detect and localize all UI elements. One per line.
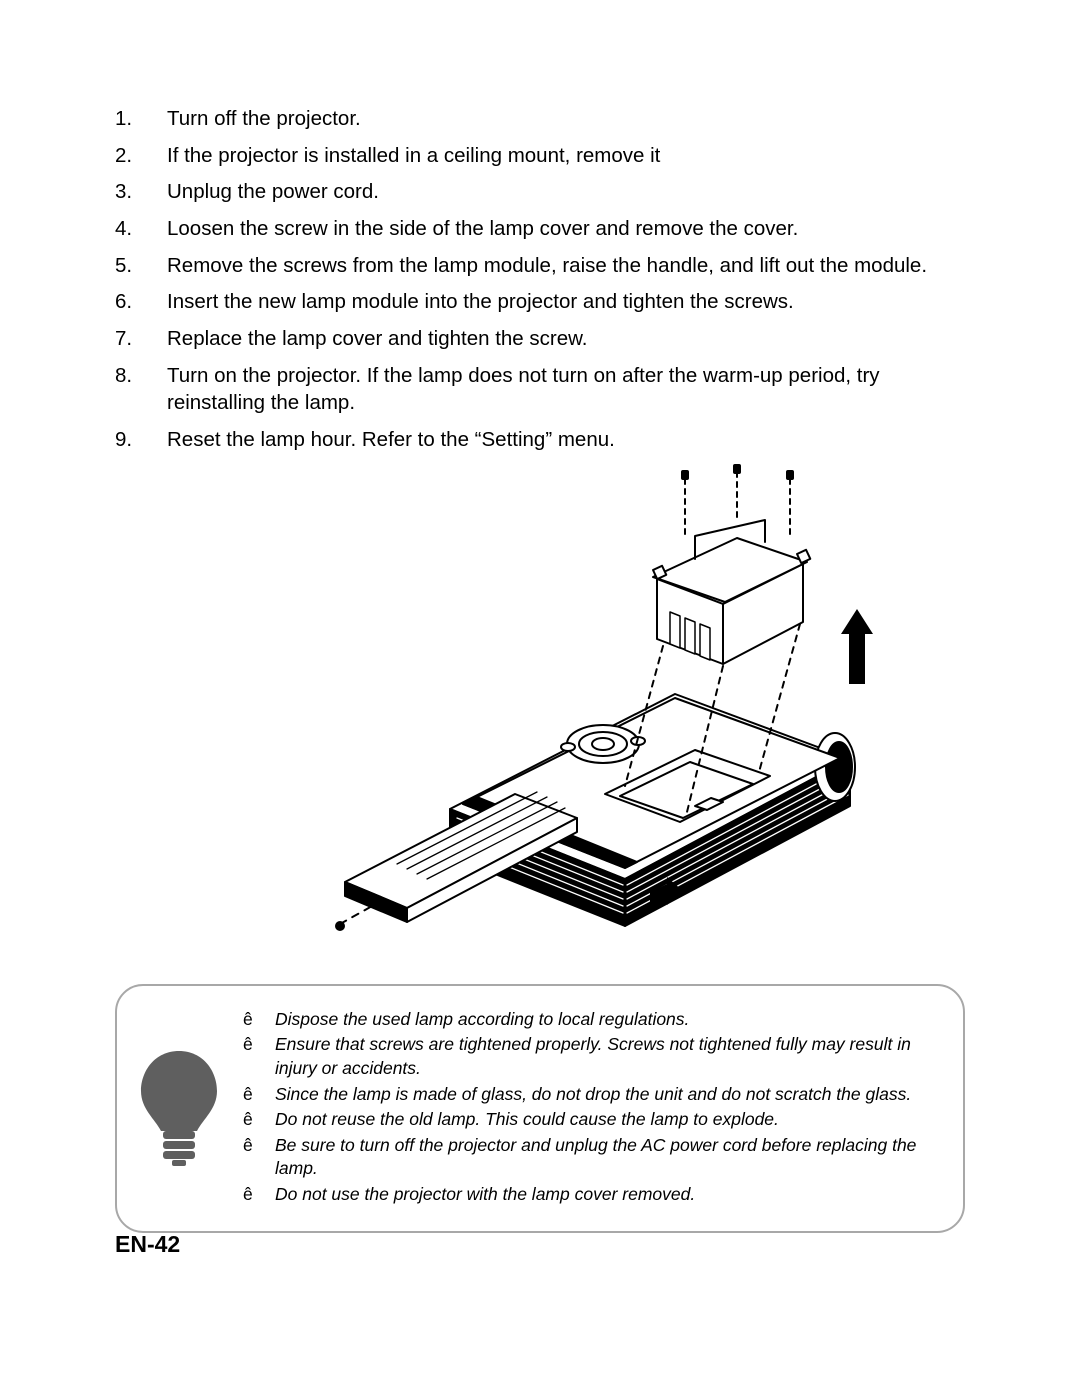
step-number: 1. [115,105,167,133]
instruction-step: 2.If the projector is installed in a cei… [115,142,965,170]
note-item: êDo not use the projector with the lamp … [243,1183,929,1207]
step-text: Loosen the screw in the side of the lamp… [167,215,965,243]
note-bullet: ê [243,1134,275,1181]
page-number: EN-42 [115,1231,180,1258]
instruction-step: 7.Replace the lamp cover and tighten the… [115,325,965,353]
instruction-step: 6.Insert the new lamp module into the pr… [115,288,965,316]
instruction-step: 3.Unplug the power cord. [115,178,965,206]
note-item: êDispose the used lamp according to loca… [243,1008,929,1032]
note-item: êSince the lamp is made of glass, do not… [243,1083,929,1107]
instruction-step: 4.Loosen the screw in the side of the la… [115,215,965,243]
step-number: 5. [115,252,167,280]
note-bullet: ê [243,1183,275,1207]
instruction-steps: 1.Turn off the projector.2.If the projec… [115,105,965,454]
step-number: 4. [115,215,167,243]
note-item: êEnsure that screws are tightened proper… [243,1033,929,1080]
step-text: Replace the lamp cover and tighten the s… [167,325,965,353]
note-bullet: ê [243,1008,275,1032]
note-text: Do not reuse the old lamp. This could ca… [275,1108,929,1132]
instruction-step: 1.Turn off the projector. [115,105,965,133]
instruction-step: 5.Remove the screws from the lamp module… [115,252,965,280]
lamp-replacement-diagram [115,464,965,974]
note-bullet: ê [243,1108,275,1132]
note-bullet: ê [243,1033,275,1080]
notes-list: êDispose the used lamp according to loca… [243,1008,929,1209]
note-text: Dispose the used lamp according to local… [275,1008,929,1032]
step-number: 6. [115,288,167,316]
note-item: êDo not reuse the old lamp. This could c… [243,1108,929,1132]
notes-callout-box: êDispose the used lamp according to loca… [115,984,965,1233]
instruction-step: 9.Reset the lamp hour. Refer to the “Set… [115,426,965,454]
step-number: 9. [115,426,167,454]
step-text: Turn off the projector. [167,105,965,133]
step-text: Turn on the projector. If the lamp does … [167,362,965,417]
instruction-step: 8.Turn on the projector. If the lamp doe… [115,362,965,417]
note-text: Since the lamp is made of glass, do not … [275,1083,929,1107]
step-number: 7. [115,325,167,353]
note-text: Ensure that screws are tightened properl… [275,1033,929,1080]
step-text: Insert the new lamp module into the proj… [167,288,965,316]
lightbulb-icon [137,1049,221,1167]
step-text: Unplug the power cord. [167,178,965,206]
note-text: Be sure to turn off the projector and un… [275,1134,929,1181]
note-bullet: ê [243,1083,275,1107]
note-text: Do not use the projector with the lamp c… [275,1183,929,1207]
note-item: êBe sure to turn off the projector and u… [243,1134,929,1181]
step-text: If the projector is installed in a ceili… [167,142,965,170]
step-number: 3. [115,178,167,206]
step-text: Remove the screws from the lamp module, … [167,252,965,280]
step-number: 8. [115,362,167,417]
step-text: Reset the lamp hour. Refer to the “Setti… [167,426,965,454]
step-number: 2. [115,142,167,170]
